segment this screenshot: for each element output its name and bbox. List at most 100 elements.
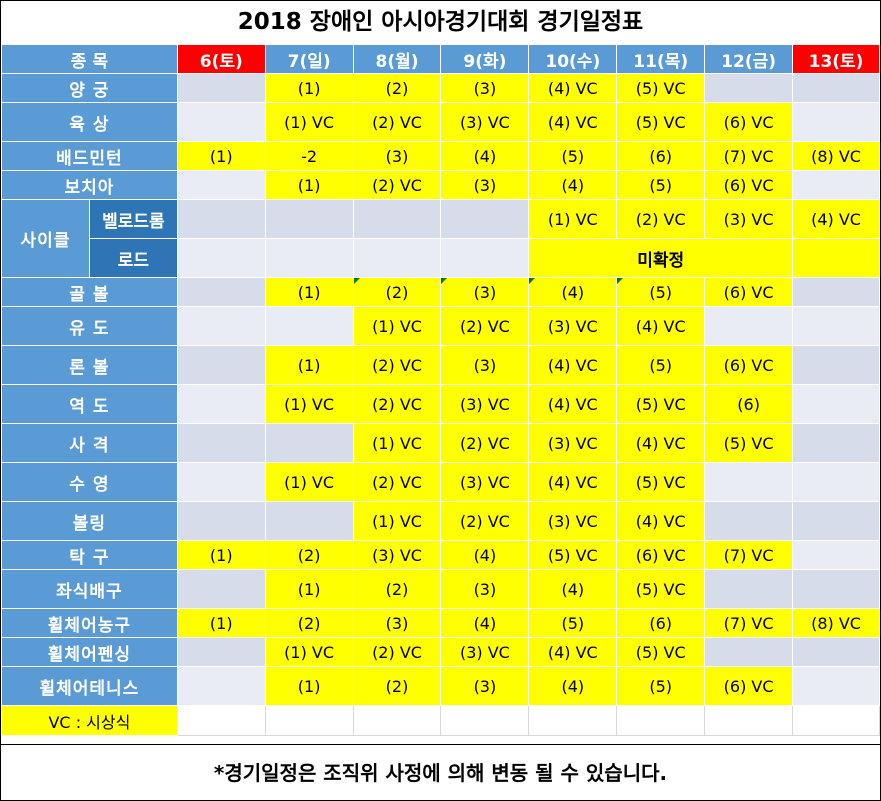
header-row: 종 목 6(토) 7(일) 8(월) 9(화) 10(수) 11(목) 12(금…	[1, 44, 880, 74]
schedule-cell	[176, 423, 266, 463]
schedule-cell	[176, 306, 266, 346]
schedule-cell: (4) VC	[528, 345, 618, 385]
table-row: 역 도 (1) VC (2) VC (3) VC (4) VC (5) VC (…	[1, 384, 880, 424]
schedule-cell	[352, 199, 442, 239]
schedule-cell	[792, 462, 880, 502]
legend-row: VC : 시상식	[1, 705, 880, 736]
schedule-cell: (3) VC	[352, 540, 442, 570]
schedule-cell: (5) VC	[616, 102, 706, 142]
day-header: 8(월)	[352, 44, 442, 74]
footnote: *경기일정은 조직위 사정에 의해 변동 될 수 있습니다.	[1, 744, 880, 801]
schedule-cell: (2) VC	[616, 199, 706, 239]
schedule-cell: (6)	[704, 384, 794, 424]
schedule-cell: (3) VC	[528, 306, 618, 346]
table-row: 양 궁 (1) (2) (3) (4) VC (5) VC	[1, 73, 880, 103]
schedule-cell: (1)	[264, 73, 354, 103]
schedule-cell: (3) VC	[440, 384, 530, 424]
schedule-cell: (1) VC	[264, 384, 354, 424]
schedule-cell: (2) VC	[440, 306, 530, 346]
schedule-cell: (4) VC	[528, 637, 618, 667]
sport-name: 수 영	[1, 462, 178, 502]
schedule-cell	[176, 637, 266, 667]
schedule-cell	[264, 238, 354, 278]
schedule-cell: (4) VC	[528, 462, 618, 502]
schedule-cell: (2)	[264, 540, 354, 570]
schedule-cell: (2) VC	[352, 170, 442, 200]
schedule-cell: (1)	[176, 608, 266, 638]
day-header: 10(수)	[528, 44, 618, 74]
sport-name: 휠체어펜싱	[1, 637, 178, 667]
schedule-cell: (3)	[440, 666, 530, 706]
sport-column-header: 종 목	[1, 44, 178, 74]
schedule-cell: (4) VC	[616, 423, 706, 463]
schedule-cell: (1) VC	[264, 637, 354, 667]
schedule-cell: (3)	[440, 170, 530, 200]
schedule-cell	[704, 569, 794, 609]
schedule-cell: (6)	[616, 608, 706, 638]
page-title: 2018 장애인 아시아경기대회 경기일정표	[237, 9, 644, 35]
schedule-cell	[792, 345, 880, 385]
schedule-cell: (3)	[440, 277, 530, 307]
schedule-cell: (6) VC	[704, 170, 794, 200]
schedule-cell: (4) VC	[792, 199, 880, 239]
schedule-cell: (6) VC	[704, 277, 794, 307]
sub-event-name: 로드	[88, 238, 178, 278]
schedule-cell: (1)	[264, 666, 354, 706]
table-row: 좌식배구 (1) (2) (3) (4) (5) VC	[1, 569, 880, 609]
sub-event-name: 벨로드롬	[88, 199, 178, 239]
day-header: 11(목)	[616, 44, 706, 74]
schedule-cell	[704, 462, 794, 502]
schedule-cell	[264, 501, 354, 541]
schedule-cell	[176, 238, 266, 278]
schedule-cell: (2)	[352, 73, 442, 103]
schedule-cell	[176, 384, 266, 424]
sport-name: 골 볼	[1, 277, 178, 307]
table-row: 휠체어농구 (1) (2) (3) (4) (5) (6) (7) VC (8)…	[1, 608, 880, 638]
schedule-cell	[176, 569, 266, 609]
schedule-cell	[704, 306, 794, 346]
schedule-table: 종 목 6(토) 7(일) 8(월) 9(화) 10(수) 11(목) 12(금…	[1, 44, 880, 736]
sport-name: 탁 구	[1, 540, 178, 570]
schedule-cell: (4) VC	[616, 501, 706, 541]
sport-name: 볼링	[1, 501, 178, 541]
schedule-cell	[792, 73, 880, 103]
schedule-cell	[704, 637, 794, 667]
sport-name: 양 궁	[1, 73, 178, 103]
schedule-cell: (7) VC	[704, 540, 794, 570]
schedule-cell: (6) VC	[704, 102, 794, 142]
schedule-cell: (1)	[176, 141, 266, 171]
schedule-cell: (3) VC	[528, 501, 618, 541]
schedule-cell	[176, 666, 266, 706]
schedule-cell: (3) VC	[440, 462, 530, 502]
schedule-cell: (3) VC	[440, 102, 530, 142]
schedule-cell	[440, 238, 530, 278]
schedule-cell	[792, 306, 880, 346]
sport-name: 배드민턴	[1, 141, 178, 171]
schedule-cell: (4)	[528, 170, 618, 200]
schedule-cell	[264, 199, 354, 239]
schedule-cell: (4)	[528, 569, 618, 609]
schedule-cell	[792, 238, 880, 278]
day-header: 9(화)	[440, 44, 530, 74]
schedule-cell: (5)	[528, 608, 618, 638]
schedule-cell	[176, 73, 266, 103]
schedule-cell	[176, 501, 266, 541]
table-row: 볼링 (1) VC (2) VC (3) VC (4) VC	[1, 501, 880, 541]
schedule-cell: (5) VC	[616, 637, 706, 667]
schedule-cell: (5)	[528, 141, 618, 171]
sport-name: 휠체어테니스	[1, 666, 178, 706]
table-row: 론 볼 (1) (2) VC (3) (4) VC (5) (6) VC	[1, 345, 880, 385]
schedule-cell: (2)	[352, 569, 442, 609]
schedule-cell: (2)	[352, 666, 442, 706]
schedule-cell: (2) VC	[352, 637, 442, 667]
schedule-cell	[792, 569, 880, 609]
schedule-cell: (8) VC	[792, 608, 880, 638]
schedule-cell: (7) VC	[704, 608, 794, 638]
schedule-cell: (2) VC	[352, 102, 442, 142]
schedule-cell: (6) VC	[616, 540, 706, 570]
schedule-cell: (3)	[440, 73, 530, 103]
schedule-cell: (2) VC	[352, 384, 442, 424]
schedule-cell	[176, 199, 266, 239]
schedule-cell: (4) VC	[528, 102, 618, 142]
